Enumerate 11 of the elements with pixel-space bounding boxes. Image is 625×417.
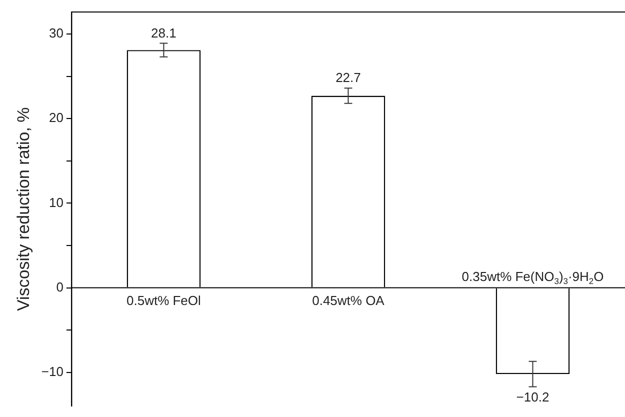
y-tick-label: 10 — [48, 194, 64, 210]
y-tick-label: 30 — [48, 26, 64, 41]
data-label: 28.1 — [151, 25, 176, 40]
y-tick-label: 20 — [48, 110, 64, 126]
y-axis-title: Viscosity reduction ratio, % — [14, 107, 33, 311]
y-tick-label: −10 — [41, 364, 64, 379]
x-tick-label: 0.45wt% OA — [312, 292, 385, 308]
y-tick-label: 0 — [56, 279, 64, 294]
x-tick-label: 0.5wt% FeOl — [126, 292, 202, 308]
data-label: 22.7 — [336, 70, 361, 86]
data-label: −10.2 — [516, 390, 550, 405]
